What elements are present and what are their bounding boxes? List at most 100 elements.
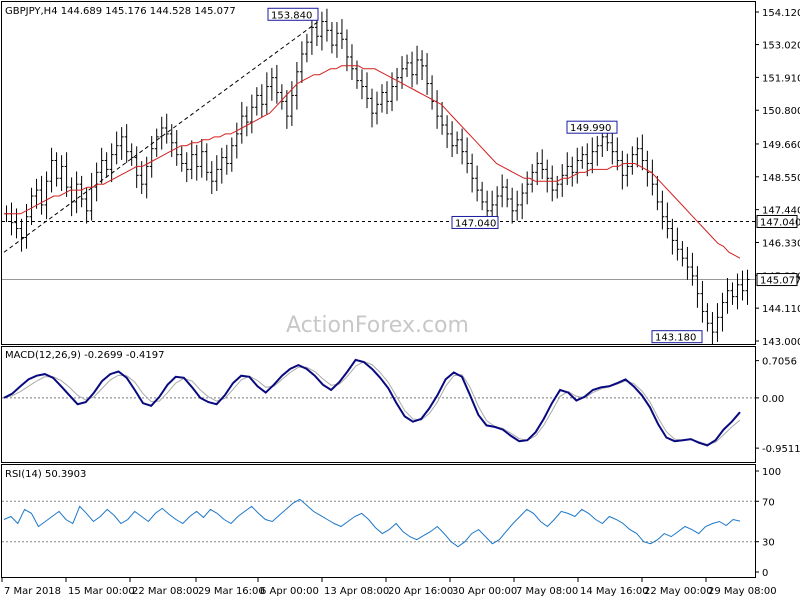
price-bar: [385, 81, 390, 115]
price-bar: [94, 162, 99, 202]
price-bar: [84, 187, 89, 224]
macd-tick-label: 0.00: [762, 394, 784, 405]
price-bar: [309, 16, 314, 55]
price-bar: [119, 127, 124, 160]
price-bar: [515, 190, 520, 221]
price-bar: [440, 101, 445, 135]
price-bar: [570, 156, 575, 187]
price-bar: [430, 75, 435, 110]
price-tick-label: 148.550: [762, 173, 800, 184]
price-bar: [194, 144, 199, 181]
price-bar: [490, 190, 495, 221]
price-bar: [274, 64, 279, 104]
x-tick-label: 29 Mar 16:00: [198, 586, 265, 597]
price-bar: [745, 269, 750, 305]
annotation-box: [566, 120, 618, 134]
price-bar: [154, 128, 159, 157]
price-tick-label: 143.000: [762, 337, 800, 348]
price-bar: [695, 266, 700, 308]
current-price-label: 145.077: [760, 276, 800, 287]
price-bar: [650, 159, 655, 196]
x-tick-label: 30 Apr 00:00: [452, 586, 517, 597]
price-bar: [189, 140, 194, 180]
price-bar: [159, 116, 164, 150]
price-pane: [1, 1, 756, 345]
price-bar: [465, 137, 470, 174]
macd-tick-label: 0.7056: [762, 357, 797, 368]
rsi-tick-label: 70: [762, 497, 775, 508]
price-bar: [505, 178, 510, 208]
price-bar: [530, 164, 535, 193]
price-bar: [645, 150, 650, 187]
price-bar: [625, 153, 630, 187]
price-bar: [184, 152, 189, 183]
price-bar: [349, 44, 354, 81]
price-bar: [179, 146, 184, 172]
trend-line: [3, 19, 321, 253]
price-bar: [89, 172, 94, 221]
price-bar: [39, 175, 44, 215]
price-bar: [470, 153, 475, 193]
price-bar: [124, 124, 129, 163]
price-bar: [299, 41, 304, 84]
price-bar: [279, 84, 284, 110]
x-tick-label: 13 Apr 08:00: [324, 586, 389, 597]
price-bar: [29, 187, 34, 226]
price-bar: [395, 67, 400, 101]
price-bar: [334, 22, 339, 58]
price-bar: [164, 113, 169, 144]
price-bar: [114, 131, 119, 165]
price-bar: [535, 152, 540, 186]
x-tick-label: 29 May 08:00: [708, 586, 777, 597]
price-bar: [630, 146, 635, 175]
price-bar: [254, 87, 259, 116]
annotation-box: [451, 215, 499, 229]
price-bar: [354, 60, 359, 89]
macd-pane: [1, 346, 756, 463]
price-bar: [405, 54, 410, 78]
price-bar: [249, 94, 254, 134]
price-bar: [680, 240, 685, 267]
price-bar: [64, 152, 69, 197]
watermark: ActionForex.com: [286, 313, 469, 338]
x-tick-label: 22 Mar 08:00: [132, 586, 199, 597]
x-tick-label: 20 Apr 16:00: [388, 586, 453, 597]
support-axis-box: [756, 214, 798, 228]
price-bar: [720, 292, 725, 332]
rsi-tick-label: 30: [762, 538, 775, 549]
price-bar: [450, 121, 455, 157]
macd-line: [3, 358, 741, 447]
price-title: GBPJPY,H4 144.689 145.176 144.528 145.07…: [5, 6, 236, 17]
price-bar: [219, 147, 224, 184]
price-tick-label: 150.800: [762, 106, 800, 117]
price-bar: [640, 134, 645, 171]
price-bar: [540, 149, 545, 180]
price-bar: [460, 128, 465, 165]
price-bar: [615, 137, 620, 171]
price-tick-label: 147.440: [762, 206, 800, 217]
price-bar: [234, 122, 239, 159]
price-bar: [109, 143, 114, 183]
price-bar: [575, 147, 580, 184]
annotation-box: [651, 330, 703, 344]
price-bar: [364, 72, 369, 109]
price-bar: [239, 101, 244, 144]
rsi-tick-label: 100: [762, 467, 781, 478]
price-bar: [655, 175, 660, 211]
price-bar: [344, 29, 349, 72]
x-tick-label: 7 Mar 2018: [4, 586, 61, 597]
price-bar: [259, 84, 264, 118]
price-bar: [415, 45, 420, 85]
price-bar: [665, 202, 670, 239]
price-bar: [34, 178, 39, 209]
price-bar: [214, 155, 219, 191]
price-tick-label: 144.110: [762, 304, 800, 315]
price-bar: [49, 147, 54, 193]
price-bar: [44, 171, 49, 220]
price-bar: [134, 146, 139, 189]
price-bar: [324, 8, 329, 42]
price-bar: [425, 53, 430, 95]
macd-tick-label: -0.9511: [762, 444, 800, 455]
price-bar: [99, 147, 104, 184]
